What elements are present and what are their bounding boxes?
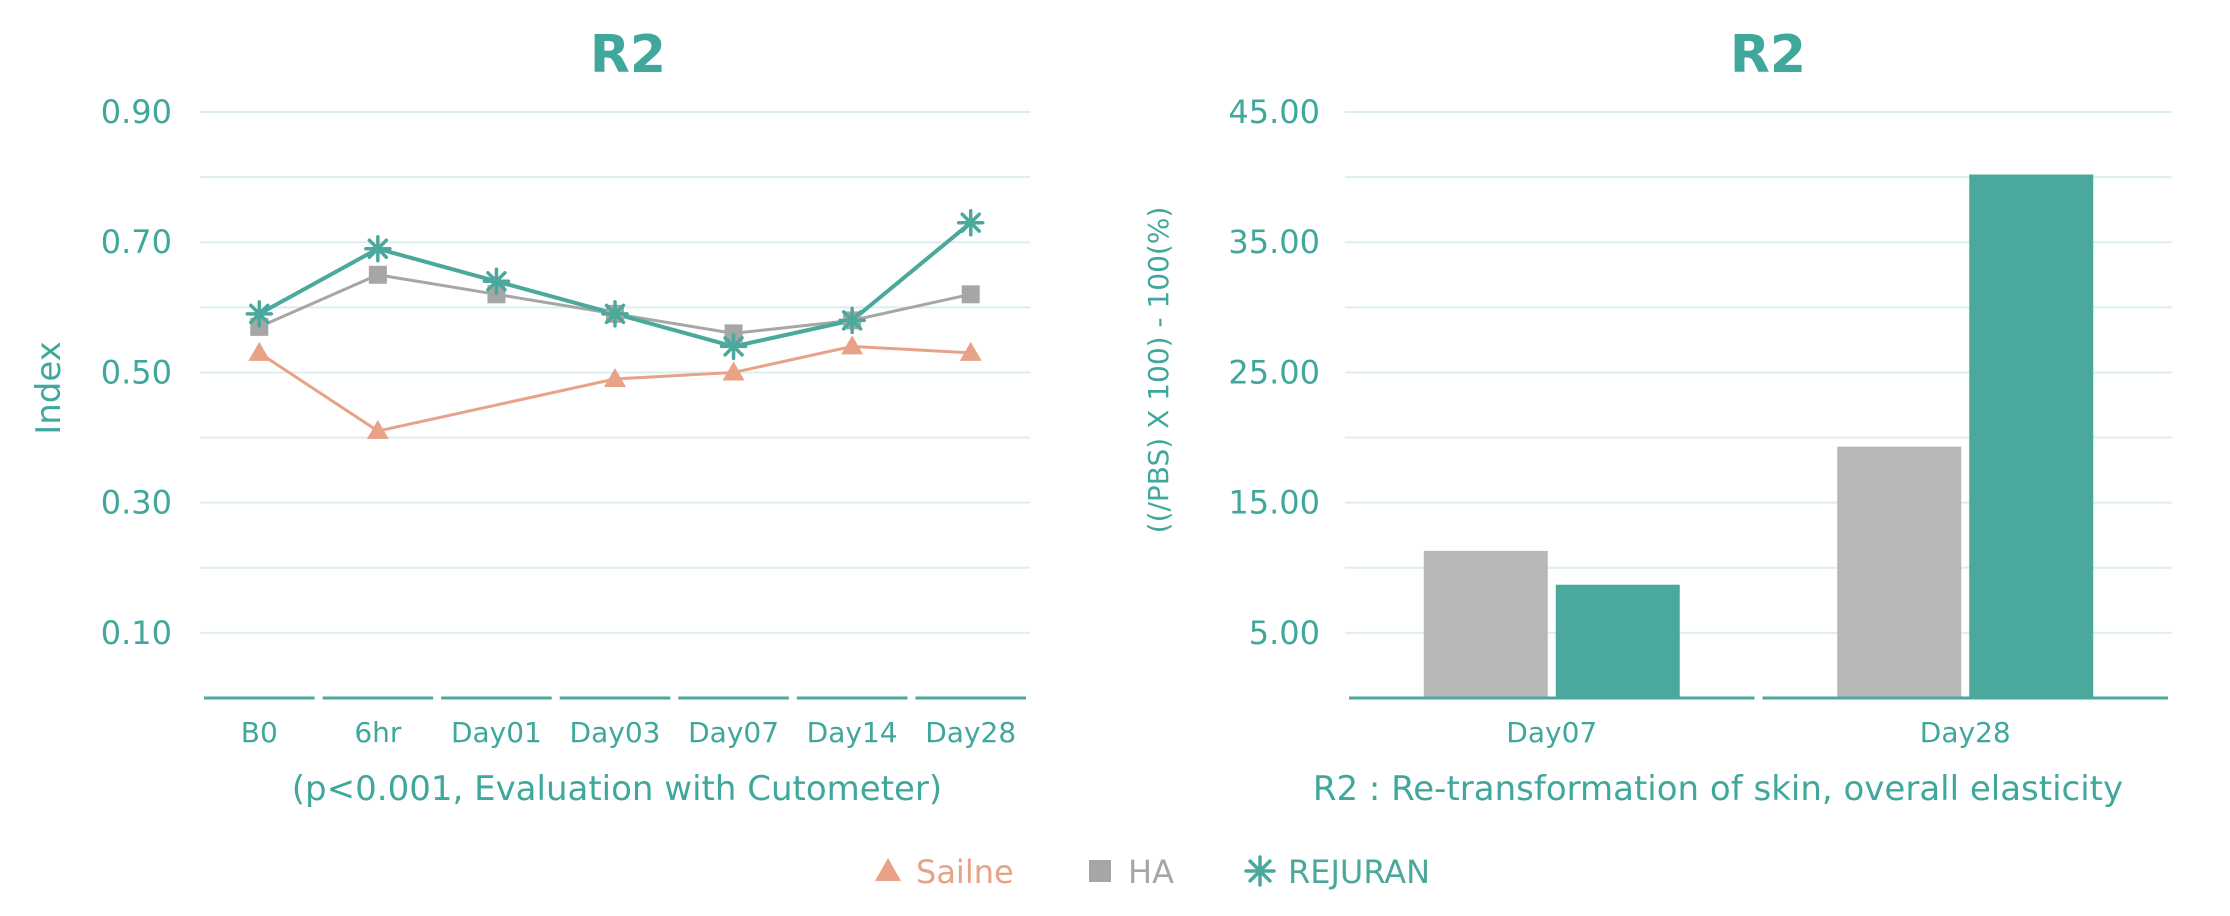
x-tick-label: B0 [241, 716, 278, 749]
bar-chart-title: R2 [1730, 25, 1806, 85]
x-tick-label: Day03 [570, 716, 661, 749]
y-tick-label: 0.30 [101, 484, 172, 522]
line-chart-x-axis-label: (p<0.001, Evaluation with Cutometer) [292, 769, 942, 809]
data-point-asterisk [245, 300, 274, 328]
bar-chart-x-axis-label: R2 : Re-transformation of skin, overall … [1313, 769, 2123, 809]
line-chart-y-ticks: 0.90 0.70 0.50 0.30 0.10 [101, 93, 172, 652]
legend-square-icon [1089, 860, 1111, 882]
y-tick-label: 5.00 [1249, 614, 1320, 652]
data-point-asterisk [956, 208, 985, 237]
data-point-triangle [722, 361, 745, 381]
data-point-asterisk [364, 234, 392, 263]
data-point-triangle [959, 341, 982, 361]
data-point-square [961, 285, 980, 304]
line-chart: R2 0.90 0.70 0.50 0.30 0.10 B0 6hr Day01 Day03 D… [29, 25, 1030, 809]
line-chart-markers [245, 208, 985, 440]
bar-chart-bars [1423, 174, 2094, 699]
y-tick-label: 0.50 [101, 353, 172, 391]
line-chart-x-ticks: B0 6hr Day01 Day03 Day07 Day14 Day28 [241, 716, 1016, 749]
series-line-sailne [258, 344, 971, 433]
y-tick-label: 25.00 [1228, 353, 1320, 391]
line-chart-title: R2 [590, 25, 666, 85]
bar-chart-y-ticks: 45.00 35.00 25.00 15.00 5.00 [1228, 93, 1320, 652]
data-point-square [368, 265, 387, 284]
legend: Sailne HA REJURAN [875, 853, 1430, 891]
data-point-triangle [604, 367, 626, 387]
data-point-triangle [248, 341, 271, 361]
bar-ha-day07 [1423, 550, 1548, 698]
bar-chart-y-axis-label: ((/PBS) X 100) - 100(%) [1142, 207, 1175, 534]
x-tick-label: Day07 [1506, 716, 1597, 749]
legend-label: REJURAN [1288, 853, 1430, 891]
x-tick-label: Day14 [807, 716, 898, 749]
legend-label: Sailne [916, 853, 1014, 891]
bar-chart: R2 45.00 35.00 25.00 15.00 5.00 Day07 Day28 (… [1142, 25, 2172, 809]
data-point-asterisk [719, 332, 748, 361]
data-point-triangle [366, 420, 389, 440]
x-tick-label: Day07 [688, 716, 779, 749]
y-tick-label: 0.90 [101, 93, 172, 131]
x-tick-label: Day01 [451, 716, 542, 749]
data-point-asterisk [601, 300, 629, 328]
y-tick-label: 0.10 [101, 614, 172, 652]
x-tick-label: Day28 [1920, 716, 2011, 749]
x-tick-label: 6hr [354, 716, 402, 749]
data-point-triangle [841, 335, 864, 355]
y-tick-label: 0.70 [101, 223, 172, 261]
data-point-asterisk [838, 306, 866, 335]
line-chart-y-axis-label: Index [29, 341, 69, 435]
y-tick-label: 45.00 [1228, 93, 1320, 131]
bar-chart-x-ticks: Day07 Day28 [1506, 716, 2010, 749]
y-tick-label: 15.00 [1228, 484, 1320, 522]
x-tick-label: Day28 [925, 716, 1016, 749]
bar-rejuran-day07 [1555, 584, 1680, 698]
legend-asterisk-icon [1244, 855, 1276, 887]
y-tick-label: 35.00 [1228, 223, 1320, 261]
legend-triangle-icon [875, 858, 901, 881]
bar-rejuran-day28 [1969, 174, 2094, 699]
bar-ha-day28 [1837, 446, 1962, 698]
data-point-asterisk [482, 267, 511, 296]
legend-label: HA [1128, 853, 1174, 891]
